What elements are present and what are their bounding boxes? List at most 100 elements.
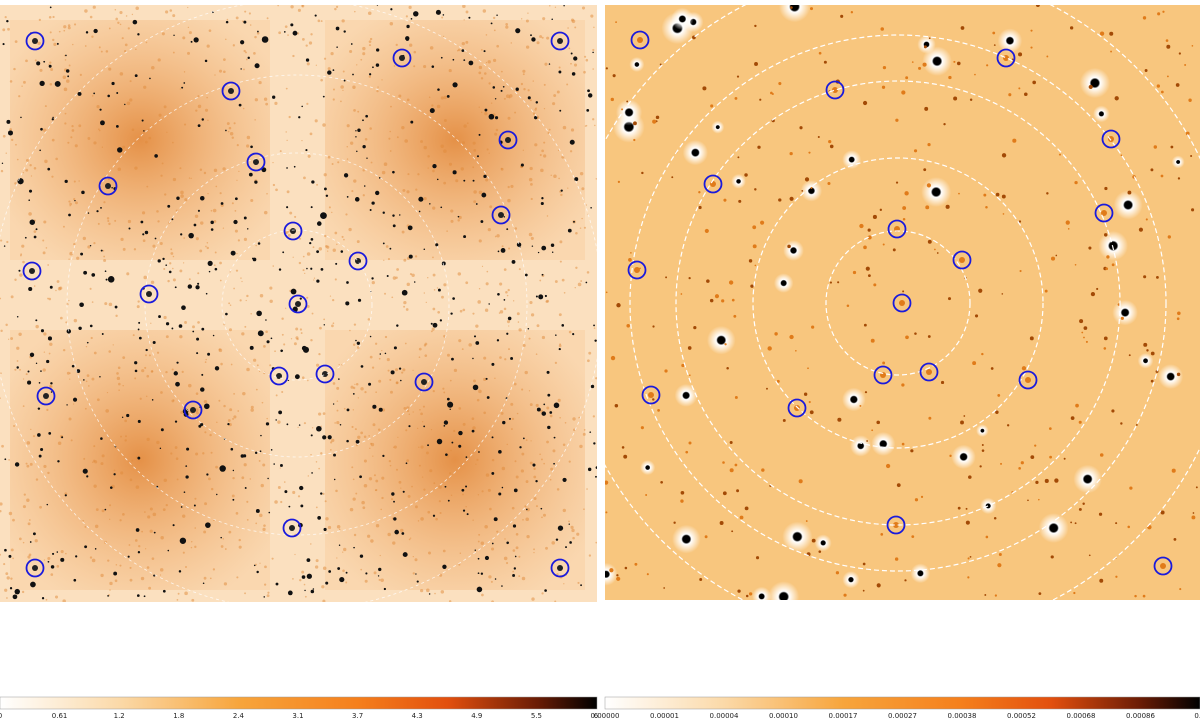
bright-source — [1171, 155, 1185, 169]
source — [1074, 522, 1077, 525]
source — [544, 589, 547, 592]
noise — [213, 168, 218, 173]
noise — [241, 476, 245, 480]
noise — [488, 82, 491, 85]
source — [721, 299, 725, 303]
source — [290, 288, 297, 295]
noise — [575, 266, 578, 269]
noise — [290, 5, 294, 9]
noise — [521, 576, 526, 581]
noise — [504, 538, 506, 540]
noise — [387, 257, 391, 261]
noise — [570, 128, 575, 132]
noise — [579, 444, 583, 449]
source — [548, 63, 551, 65]
source — [447, 499, 450, 502]
noise — [349, 49, 353, 54]
noise — [0, 397, 1, 399]
region-marker — [1153, 556, 1173, 576]
source — [573, 220, 575, 223]
colorbar-label: 0.00010 — [769, 712, 798, 719]
noise — [8, 338, 10, 340]
source — [837, 417, 842, 422]
noise — [6, 597, 8, 599]
source — [924, 106, 929, 111]
source — [107, 276, 115, 283]
noise — [219, 192, 222, 195]
source — [256, 570, 259, 574]
noise — [423, 292, 426, 294]
noise — [574, 286, 576, 289]
source — [1044, 289, 1048, 293]
source — [698, 191, 701, 194]
source — [320, 212, 327, 220]
source — [463, 179, 466, 182]
source — [828, 139, 832, 144]
bright-source — [1073, 464, 1102, 494]
noise — [172, 14, 176, 18]
noise — [212, 568, 216, 571]
noise — [515, 475, 519, 479]
noise — [292, 578, 294, 580]
noise — [409, 273, 413, 276]
noise — [256, 364, 259, 367]
source — [214, 366, 220, 371]
source — [355, 130, 357, 132]
source — [104, 270, 107, 273]
noise — [392, 541, 396, 545]
noise — [522, 69, 526, 73]
source — [193, 504, 196, 507]
source — [400, 379, 402, 382]
source — [1150, 351, 1155, 356]
noise — [98, 129, 101, 132]
source — [561, 324, 565, 327]
noise — [148, 354, 151, 357]
noise — [184, 198, 188, 202]
source — [440, 206, 443, 209]
noise — [105, 50, 109, 53]
noise — [377, 428, 381, 431]
noise — [368, 75, 371, 78]
noise — [334, 7, 337, 11]
noise — [332, 98, 335, 101]
source — [734, 96, 738, 100]
noise — [160, 391, 163, 394]
noise — [116, 376, 121, 381]
source — [323, 527, 327, 532]
noise — [481, 490, 484, 493]
noise — [457, 48, 461, 52]
noise — [114, 579, 118, 583]
noise — [93, 351, 97, 355]
source — [543, 403, 546, 406]
noise — [533, 552, 535, 554]
noise — [300, 332, 303, 334]
source — [960, 26, 965, 30]
region-marker — [1018, 370, 1038, 390]
source — [1099, 578, 1104, 583]
source — [145, 348, 148, 352]
noise — [343, 547, 347, 552]
source — [963, 415, 966, 417]
noise — [22, 505, 26, 509]
noise — [362, 52, 366, 56]
noise — [484, 308, 489, 312]
noise — [82, 236, 87, 241]
noise — [352, 85, 356, 89]
source — [27, 380, 32, 385]
noise — [511, 506, 515, 510]
noise — [536, 41, 540, 45]
noise — [587, 359, 590, 363]
source — [663, 587, 666, 589]
noise — [423, 344, 427, 347]
noise — [10, 548, 14, 552]
source — [567, 228, 572, 233]
noise — [28, 519, 31, 521]
source — [174, 286, 177, 289]
bright-source — [615, 99, 643, 126]
noise — [19, 368, 21, 371]
source — [1165, 39, 1169, 42]
noise — [91, 558, 96, 563]
source — [981, 443, 984, 446]
noise — [595, 178, 597, 180]
source — [107, 595, 109, 597]
